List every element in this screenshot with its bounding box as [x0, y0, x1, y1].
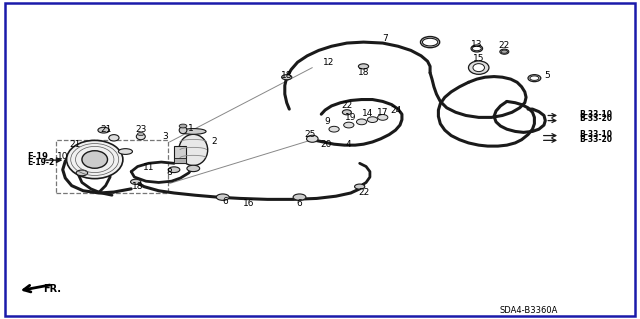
Ellipse shape	[500, 49, 509, 54]
Ellipse shape	[293, 194, 306, 200]
Bar	[174, 158, 186, 163]
Text: 24: 24	[390, 106, 401, 115]
Ellipse shape	[136, 133, 145, 140]
Text: 12: 12	[323, 58, 334, 67]
Ellipse shape	[468, 61, 489, 74]
Ellipse shape	[378, 115, 388, 120]
Ellipse shape	[329, 126, 339, 132]
Text: B-33-20: B-33-20	[579, 114, 612, 123]
Circle shape	[422, 38, 438, 46]
Ellipse shape	[98, 127, 109, 133]
Circle shape	[530, 76, 539, 80]
Ellipse shape	[67, 140, 123, 179]
Bar	[174, 146, 186, 163]
Ellipse shape	[76, 170, 88, 176]
Ellipse shape	[180, 129, 206, 134]
Ellipse shape	[179, 127, 187, 134]
Text: 18: 18	[358, 68, 369, 77]
Text: E-19: E-19	[27, 152, 48, 161]
Text: 22: 22	[499, 41, 510, 50]
Ellipse shape	[216, 194, 229, 200]
Text: B-33-10: B-33-10	[579, 110, 612, 119]
Text: E-19-2: E-19-2	[27, 158, 54, 167]
Text: B-33-10: B-33-10	[579, 130, 612, 139]
Text: 18: 18	[132, 182, 143, 191]
Text: 5: 5	[545, 71, 550, 80]
Text: SDA4-B3360A: SDA4-B3360A	[499, 306, 557, 315]
Circle shape	[501, 50, 508, 53]
Ellipse shape	[307, 135, 318, 142]
Bar	[56, 140, 168, 193]
Text: 2: 2	[212, 137, 217, 146]
Ellipse shape	[179, 134, 208, 166]
Text: 16: 16	[243, 199, 254, 208]
Text: 21: 21	[70, 140, 81, 149]
Ellipse shape	[168, 167, 180, 173]
Ellipse shape	[358, 64, 369, 69]
Text: FR.: FR.	[44, 284, 61, 294]
Text: 9: 9	[325, 117, 330, 126]
Text: 8: 8	[167, 168, 172, 177]
Text: 15: 15	[473, 54, 484, 63]
Text: B-33-20: B-33-20	[579, 135, 612, 144]
Ellipse shape	[342, 110, 351, 115]
Text: 6: 6	[297, 199, 302, 208]
Ellipse shape	[118, 149, 132, 154]
Text: 20: 20	[321, 140, 332, 149]
Text: 22: 22	[341, 101, 353, 110]
Text: 17: 17	[377, 108, 388, 117]
Ellipse shape	[82, 151, 108, 168]
Text: 13: 13	[471, 40, 483, 48]
Text: 18: 18	[281, 71, 292, 80]
Text: 22: 22	[358, 188, 369, 197]
Ellipse shape	[282, 75, 292, 80]
Ellipse shape	[528, 75, 541, 82]
Ellipse shape	[131, 179, 141, 184]
Circle shape	[187, 165, 200, 172]
Circle shape	[472, 46, 481, 51]
Circle shape	[179, 124, 187, 128]
Text: 1: 1	[188, 124, 193, 133]
Ellipse shape	[355, 184, 365, 189]
Ellipse shape	[109, 135, 119, 141]
Text: 23: 23	[135, 125, 147, 134]
Text: 3: 3	[163, 132, 168, 141]
Text: 11: 11	[143, 163, 154, 172]
Ellipse shape	[367, 117, 378, 122]
Circle shape	[138, 132, 144, 136]
Text: 21: 21	[100, 125, 111, 134]
Text: 4: 4	[346, 140, 351, 149]
Ellipse shape	[420, 37, 440, 48]
Text: 10: 10	[57, 152, 68, 161]
Text: 19: 19	[345, 113, 356, 122]
Ellipse shape	[356, 119, 367, 125]
Text: 14: 14	[362, 109, 374, 118]
Text: 25: 25	[305, 130, 316, 139]
Ellipse shape	[471, 45, 483, 52]
Text: 7: 7	[383, 34, 388, 43]
Text: 6: 6	[223, 197, 228, 206]
Ellipse shape	[473, 63, 484, 72]
Ellipse shape	[344, 122, 354, 128]
